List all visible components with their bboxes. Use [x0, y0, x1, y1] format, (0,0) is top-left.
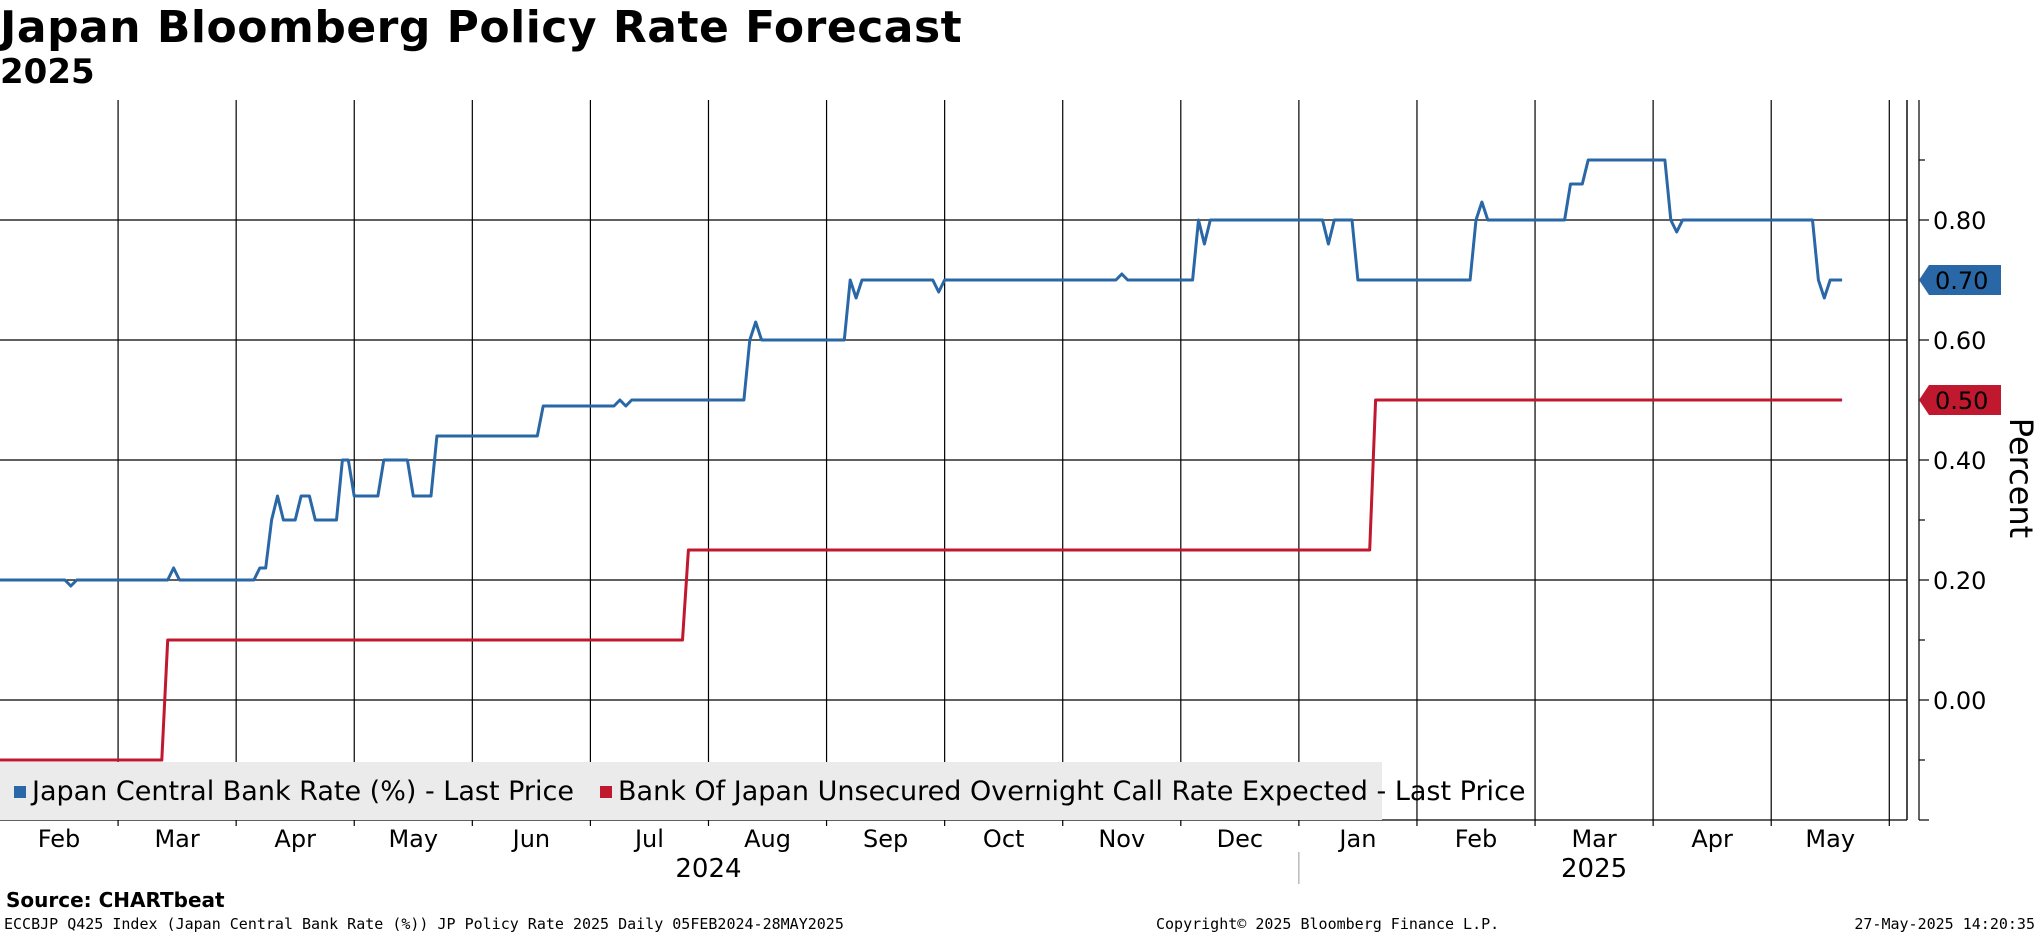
source-note: Source: CHARTbeat	[6, 888, 225, 912]
y-tick-label: 0.00	[1933, 687, 1986, 715]
x-month-label: Feb	[38, 825, 81, 853]
last-price-value: 0.70	[1935, 267, 1988, 295]
y-tick-label: 0.80	[1933, 207, 1986, 235]
legend-item-boj-call-rate[interactable]: Bank Of Japan Unsecured Overnight Call R…	[600, 776, 1526, 807]
legend-background	[0, 762, 1382, 820]
x-year-label: 2024	[675, 854, 741, 884]
x-axis: Feb Mar Apr May Jun Jul Aug Sep Oct Nov Dec Jan Feb M…	[38, 820, 1890, 884]
last-price-tag	[1919, 265, 2001, 295]
x-month-label: Jun	[511, 825, 551, 853]
legend-item-jcb-rate[interactable]: Japan Central Bank Rate (%) - Last Price	[14, 776, 574, 807]
x-month-label: Jul	[633, 825, 664, 853]
x-month-label: Sep	[863, 825, 908, 853]
series-lines	[0, 158, 1843, 762]
y-tick-label: 0.40	[1933, 447, 1986, 475]
series-line-1	[0, 398, 1843, 762]
legend-swatch-red	[600, 785, 612, 798]
x-month-label: Aug	[744, 825, 791, 853]
y-tick-label: 0.20	[1933, 567, 1986, 595]
chart-subtitle: 2025	[0, 52, 95, 92]
footer-index-info: ECCBJP Q425 Index (Japan Central Bank Ra…	[4, 915, 844, 933]
x-month-label: Mar	[154, 825, 199, 853]
chart-title: Japan Bloomberg Policy Rate Forecast	[0, 2, 963, 53]
x-month-label: Feb	[1455, 825, 1498, 853]
x-month-label: Dec	[1217, 825, 1263, 853]
y-tick-label: 0.60	[1933, 327, 1986, 355]
x-month-label: Oct	[983, 825, 1025, 853]
y-axis-label: Percent	[2002, 418, 2040, 538]
x-month-label: Nov	[1098, 825, 1145, 853]
y-axis: 0.80 0.60 0.40 0.20 0.00 0.70 0.50	[1906, 100, 2001, 821]
legend-label: Japan Central Bank Rate (%) - Last Price	[32, 776, 574, 807]
last-price-tag	[1919, 385, 2001, 415]
footer-timestamp: 27-May-2025 14:20:35	[1854, 915, 2035, 933]
x-month-label: May	[388, 825, 438, 853]
grid-lines	[0, 100, 1907, 821]
legend-label: Bank Of Japan Unsecured Overnight Call R…	[618, 776, 1526, 807]
x-month-label: Apr	[1691, 825, 1733, 853]
legend: Japan Central Bank Rate (%) - Last Price…	[14, 776, 1552, 807]
series-line-0	[0, 158, 1843, 588]
last-price-value: 0.50	[1935, 387, 1988, 415]
legend-swatch-blue	[14, 785, 26, 798]
footer-copyright: Copyright© 2025 Bloomberg Finance L.P.	[1156, 915, 1500, 933]
x-month-label: Mar	[1571, 825, 1616, 853]
x-month-label: Jan	[1337, 825, 1376, 853]
x-month-label: Apr	[274, 825, 316, 853]
x-month-label: May	[1805, 825, 1855, 853]
x-year-label: 2025	[1561, 854, 1627, 884]
